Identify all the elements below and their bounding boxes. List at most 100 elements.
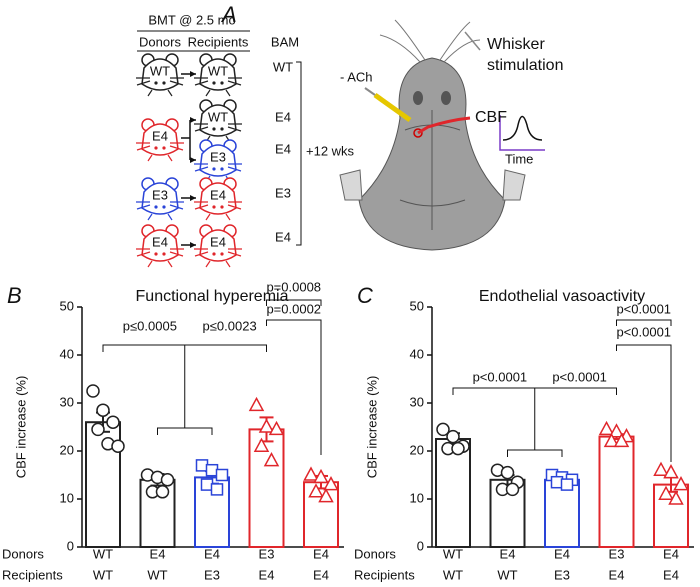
mouse-label: E3 bbox=[152, 187, 168, 202]
data-point bbox=[86, 384, 100, 398]
branch bbox=[181, 120, 191, 160]
panel-label: C bbox=[357, 283, 373, 308]
mouse-whiskers bbox=[136, 77, 184, 97]
x-tick-label: E4 bbox=[204, 546, 220, 561]
arrowhead bbox=[190, 242, 196, 248]
bmt-header: BMT @ 2.5 mo bbox=[148, 12, 235, 27]
mouse-label: WT bbox=[208, 63, 228, 78]
arrowhead bbox=[190, 157, 196, 163]
whisker-label: Whisker bbox=[487, 36, 545, 53]
data-point bbox=[323, 476, 339, 491]
data-point bbox=[436, 422, 450, 437]
ach-label: - ACh bbox=[340, 69, 373, 84]
x-tick-label: E4 bbox=[500, 546, 516, 561]
panel-label: B bbox=[7, 283, 22, 308]
mouse-eye bbox=[162, 146, 166, 150]
data-point bbox=[91, 422, 105, 437]
mouse-eye bbox=[220, 127, 224, 131]
mouse: WT bbox=[194, 99, 242, 143]
x-tick-label: WT bbox=[147, 567, 167, 582]
mouse-eye bbox=[220, 167, 224, 171]
x-tick-label: E3 bbox=[609, 546, 625, 561]
data-point bbox=[451, 441, 465, 456]
bam-bracket bbox=[296, 61, 302, 246]
x-tick-label: E4 bbox=[313, 546, 329, 561]
data-point bbox=[155, 485, 170, 499]
x-tick-label: E3 bbox=[259, 546, 275, 561]
cbf-label: CBF bbox=[475, 109, 507, 126]
bam-label: WT bbox=[273, 59, 293, 74]
data-point bbox=[96, 403, 110, 417]
mouse-eye bbox=[212, 127, 216, 131]
whisker-label: stimulation bbox=[487, 57, 563, 74]
x-tick-label: WT bbox=[443, 546, 463, 561]
mouse-whiskers bbox=[136, 142, 184, 162]
bam-label: E4 bbox=[275, 229, 291, 244]
y-tick-label: 0 bbox=[417, 538, 424, 553]
mouse: E4 bbox=[194, 224, 242, 268]
data-point bbox=[106, 415, 120, 429]
arrowhead bbox=[190, 117, 196, 123]
mouse-eye bbox=[154, 146, 158, 150]
sig-bracket bbox=[102, 344, 267, 435]
y-tick-label: 20 bbox=[60, 442, 74, 457]
mouse-label: WT bbox=[150, 63, 170, 78]
mouse-eye bbox=[154, 252, 158, 256]
data-point bbox=[111, 439, 125, 453]
data-point bbox=[248, 396, 265, 412]
y-tick-label: 10 bbox=[410, 490, 424, 505]
y-tick-label: 30 bbox=[410, 394, 424, 409]
bam-title: BAM bbox=[271, 34, 299, 49]
y-tick-label: 40 bbox=[60, 346, 74, 361]
mouse-label: E4 bbox=[152, 234, 168, 249]
y-tick-label: 40 bbox=[410, 346, 424, 361]
chart-title: Endothelial vasoactivity bbox=[479, 288, 645, 305]
data-point bbox=[613, 432, 630, 448]
x-tick-label: WT bbox=[93, 546, 113, 561]
bar bbox=[653, 483, 689, 549]
sig-bracket bbox=[616, 319, 672, 326]
bam-label: E3 bbox=[275, 185, 291, 200]
x-tick-label: WT bbox=[443, 567, 463, 582]
sig-bracket bbox=[266, 299, 322, 306]
y-tick-label: 50 bbox=[60, 298, 74, 313]
data-point bbox=[603, 432, 620, 448]
panel-label: A bbox=[220, 2, 237, 27]
mouse: E3 bbox=[136, 177, 184, 221]
mouse-eye bbox=[162, 81, 166, 85]
data-point bbox=[263, 452, 280, 467]
data-point bbox=[505, 482, 520, 497]
data-point bbox=[160, 473, 175, 487]
data-point bbox=[268, 420, 285, 436]
p-value: p=0.0008 bbox=[266, 279, 321, 294]
data-point bbox=[598, 420, 615, 436]
category-row-name: Donors bbox=[354, 546, 396, 561]
mouse-whiskers bbox=[136, 248, 184, 268]
p-value: p<0.0001 bbox=[552, 369, 607, 384]
x-tick-label: E4 bbox=[554, 546, 570, 561]
mouse-label: WT bbox=[208, 109, 228, 124]
y-tick-label: 0 bbox=[67, 538, 74, 553]
x-tick-label: E4 bbox=[609, 567, 625, 582]
bam-label: E4 bbox=[275, 109, 291, 124]
mouse-eye bbox=[154, 205, 158, 209]
data-point bbox=[673, 476, 689, 491]
data-point bbox=[608, 423, 625, 438]
bar bbox=[435, 438, 471, 548]
mouse-whiskers bbox=[194, 123, 242, 143]
y-axis-label: CBF increase (%) bbox=[13, 376, 28, 479]
mouse-label: E3 bbox=[210, 149, 226, 164]
bar bbox=[598, 435, 635, 549]
p-value: p≤0.0005 bbox=[123, 318, 177, 333]
sig-bracket bbox=[616, 344, 672, 462]
x-tick-label: E4 bbox=[663, 546, 679, 561]
mouse-label: E4 bbox=[152, 128, 168, 143]
x-tick-label: E3 bbox=[554, 567, 570, 582]
brain-diagram bbox=[339, 19, 545, 251]
y-axis-label: CBF increase (%) bbox=[364, 376, 379, 479]
mouse-label: E4 bbox=[210, 234, 226, 249]
data-point bbox=[318, 488, 334, 503]
mouse-eye bbox=[212, 167, 216, 171]
mouse-eye bbox=[154, 81, 158, 85]
mouse-whiskers bbox=[136, 201, 184, 221]
